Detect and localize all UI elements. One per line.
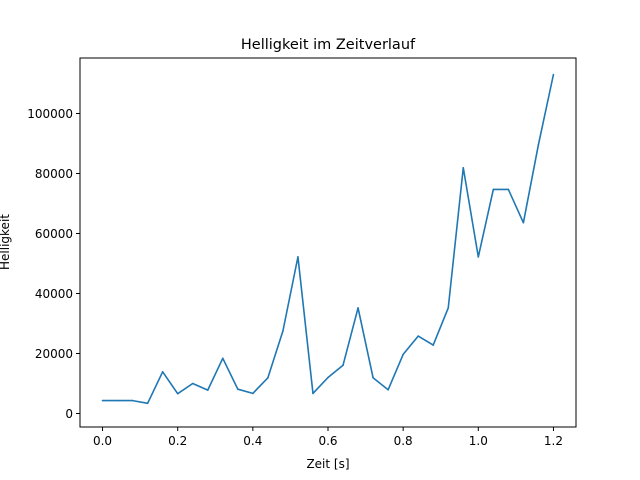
- data-point: [357, 307, 359, 309]
- data-point: [432, 344, 435, 346]
- x-axis-label: Zeit [s]: [306, 457, 349, 471]
- x-axis: 0.0 0.2 0.4 0.6 0.8 1.0 1.2: [93, 427, 563, 448]
- x-tick-label: 0.8: [394, 434, 413, 448]
- y-tick-label: 0: [65, 407, 73, 421]
- data-point: [206, 389, 209, 391]
- data-point: [372, 377, 374, 379]
- y-tick-label: 80000: [35, 167, 73, 181]
- data-point: [101, 399, 104, 402]
- y-axis-label: Helligkeit: [0, 214, 12, 270]
- y-tick-label: 40000: [35, 287, 73, 301]
- data-point: [191, 382, 194, 385]
- data-point: [237, 388, 239, 391]
- data-point: [342, 364, 344, 367]
- chart-title: Helligkeit im Zeitverlauf: [241, 37, 416, 53]
- data-point: [267, 377, 269, 379]
- data-point: [221, 357, 224, 360]
- data-point: [462, 167, 465, 169]
- data-point: [327, 376, 329, 379]
- x-tick-label: 0.6: [318, 434, 337, 448]
- x-tick-label: 0.0: [93, 434, 112, 448]
- x-tick-label: 0.2: [168, 434, 187, 448]
- x-tick-label: 0.4: [243, 434, 262, 448]
- data-point: [312, 392, 314, 395]
- y-tick-label: 60000: [35, 227, 73, 241]
- data-point: [252, 392, 254, 395]
- data-point: [447, 307, 450, 309]
- data-point: [507, 188, 510, 191]
- plot-frame: [79, 57, 577, 428]
- data-point: [477, 256, 480, 258]
- data-point: [176, 392, 179, 395]
- data-point: [131, 399, 134, 402]
- data-point: [537, 143, 540, 146]
- data-point: [522, 221, 525, 224]
- data-point: [402, 353, 404, 356]
- data-point: [116, 399, 119, 402]
- data-point: [492, 188, 495, 191]
- y-tick-label: 100000: [27, 107, 73, 121]
- data-point: [297, 256, 299, 258]
- y-axis: 0 20000 40000 60000 80000 100000: [27, 107, 80, 421]
- data-point: [387, 389, 389, 391]
- series-layer: [101, 73, 555, 405]
- x-tick-label: 1.0: [469, 434, 488, 448]
- data-point: [282, 330, 284, 332]
- data-point: [552, 73, 555, 76]
- x-tick-label: 1.2: [544, 434, 563, 448]
- y-tick-label: 20000: [35, 347, 73, 361]
- data-point: [417, 335, 419, 337]
- data-point: [146, 402, 149, 405]
- data-point: [161, 371, 164, 373]
